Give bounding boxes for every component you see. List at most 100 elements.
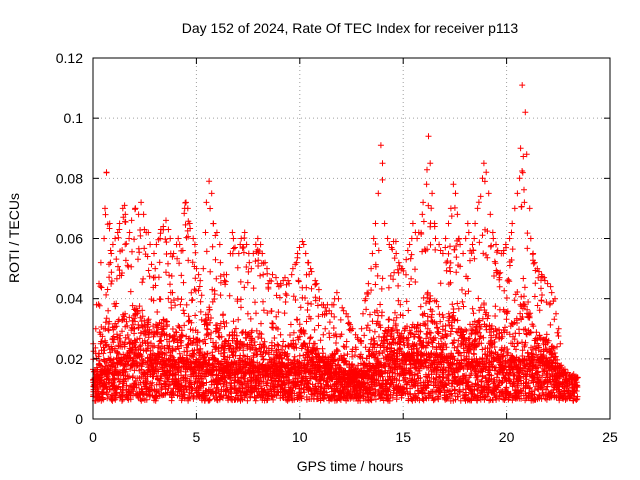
- data-point: [479, 346, 486, 353]
- data-point: [102, 342, 109, 349]
- data-point: [252, 397, 259, 404]
- data-point: [423, 330, 430, 337]
- data-point: [255, 257, 262, 264]
- data-point: [360, 310, 366, 317]
- data-point: [377, 301, 384, 308]
- data-point: [511, 205, 518, 212]
- data-point: [165, 346, 172, 352]
- data-point: [427, 241, 434, 248]
- data-point: [479, 175, 486, 182]
- data-point: [418, 231, 425, 237]
- data-point: [483, 323, 490, 330]
- data-point: [170, 250, 177, 257]
- data-point: [484, 393, 491, 400]
- data-point: [258, 320, 264, 327]
- data-point: [301, 330, 308, 337]
- data-point: [207, 335, 214, 342]
- data-point: [426, 374, 433, 381]
- data-point: [240, 347, 247, 354]
- data-point: [120, 387, 127, 394]
- data-point: [369, 250, 376, 257]
- data-point: [205, 311, 212, 318]
- data-point: [482, 365, 489, 372]
- data-point: [104, 286, 111, 293]
- data-point: [371, 344, 378, 351]
- data-point: [372, 220, 379, 227]
- data-point: [435, 386, 442, 393]
- data-point: [439, 346, 446, 353]
- data-point: [489, 229, 496, 236]
- data-point: [407, 391, 414, 398]
- data-point: [123, 240, 130, 247]
- data-point: [123, 318, 130, 325]
- data-point: [116, 226, 123, 233]
- data-point: [138, 199, 145, 206]
- data-point: [368, 397, 375, 404]
- data-point: [276, 294, 283, 301]
- data-point: [223, 320, 230, 326]
- data-point: [394, 355, 401, 362]
- data-point: [145, 229, 152, 236]
- data-point: [302, 373, 309, 380]
- data-point: [499, 379, 506, 386]
- data-point: [254, 235, 261, 242]
- data-point: [136, 343, 143, 350]
- data-point: [201, 336, 208, 343]
- data-point: [150, 297, 157, 304]
- data-point: [203, 248, 210, 255]
- data-point: [496, 270, 502, 277]
- data-point: [373, 381, 380, 388]
- data-point: [447, 259, 454, 266]
- data-point: [273, 313, 280, 320]
- data-point: [438, 354, 445, 361]
- data-point: [308, 370, 315, 376]
- data-point: [433, 298, 440, 305]
- data-point: [257, 383, 264, 390]
- data-point: [424, 342, 430, 349]
- data-point: [442, 322, 449, 329]
- data-point: [177, 301, 184, 308]
- data-point: [465, 229, 472, 236]
- data-point: [485, 312, 492, 319]
- data-point: [487, 211, 494, 218]
- data-point: [427, 160, 434, 167]
- data-point: [291, 353, 298, 360]
- data-point: [166, 343, 173, 350]
- data-point: [316, 295, 323, 302]
- data-point: [228, 393, 235, 400]
- data-point: [252, 258, 259, 265]
- data-point: [213, 229, 220, 236]
- data-point: [241, 284, 248, 291]
- data-point: [296, 321, 303, 328]
- data-point: [486, 366, 493, 373]
- data-point: [172, 302, 179, 309]
- data-point: [337, 333, 344, 340]
- data-point: [250, 354, 257, 361]
- data-point: [122, 219, 129, 225]
- data-point: [132, 205, 139, 212]
- data-point: [184, 205, 191, 212]
- data-point: [155, 274, 162, 281]
- data-point: [222, 281, 229, 288]
- data-point: [455, 337, 462, 344]
- data-point: [259, 250, 266, 257]
- data-point: [180, 391, 187, 398]
- data-point: [188, 319, 195, 326]
- data-point: [477, 193, 484, 200]
- data-point: [182, 221, 189, 228]
- data-point: [106, 225, 113, 232]
- data-point: [208, 315, 214, 321]
- data-point: [483, 169, 490, 176]
- data-point: [235, 316, 242, 323]
- data-point: [445, 310, 452, 317]
- data-point: [312, 281, 319, 288]
- data-point: [357, 351, 364, 358]
- data-point: [391, 255, 398, 262]
- data-point: [406, 327, 413, 334]
- data-point: [453, 254, 460, 261]
- data-point: [296, 333, 303, 340]
- data-point: [140, 211, 147, 218]
- data-points: [90, 82, 581, 404]
- data-point: [238, 381, 245, 388]
- data-point: [214, 322, 221, 329]
